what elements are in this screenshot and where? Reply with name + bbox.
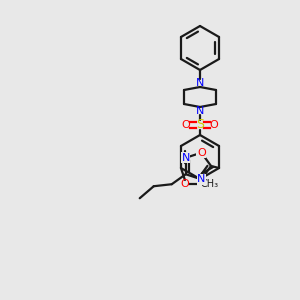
Text: N: N: [196, 78, 204, 88]
Text: CH₃: CH₃: [201, 179, 219, 189]
Text: N: N: [197, 174, 206, 184]
Text: O: O: [181, 179, 189, 189]
Text: S: S: [196, 118, 204, 131]
Text: N: N: [182, 153, 190, 163]
Text: N: N: [196, 106, 204, 116]
Text: O: O: [182, 120, 190, 130]
Text: O: O: [197, 148, 206, 158]
Text: O: O: [210, 120, 218, 130]
